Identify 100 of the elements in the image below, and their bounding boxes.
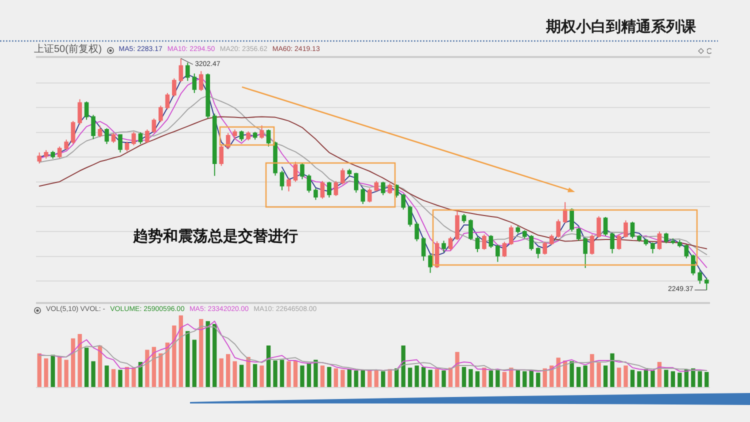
- candlestick: [186, 62, 190, 82]
- candlestick: [374, 180, 379, 192]
- bar: [78, 334, 82, 387]
- bar: [442, 370, 446, 387]
- candlestick: [239, 130, 244, 142]
- bar: [394, 368, 399, 387]
- bar: [84, 348, 89, 387]
- bar: [118, 370, 122, 387]
- candlestick: [192, 73, 197, 94]
- candlestick: [462, 214, 466, 224]
- candlestick: [347, 168, 352, 178]
- bar: [178, 315, 183, 387]
- bar: [610, 353, 614, 387]
- candlestick: [327, 181, 332, 198]
- candlestick: [684, 244, 689, 259]
- candlestick: [576, 227, 581, 242]
- bar: [266, 345, 271, 387]
- bar: [536, 372, 540, 387]
- bar: [199, 319, 204, 387]
- candlestick: [434, 240, 440, 268]
- bar: [293, 360, 298, 387]
- candlestick: [266, 128, 271, 147]
- candlestick: [145, 128, 150, 144]
- bar: [91, 361, 96, 387]
- bar: [186, 331, 190, 387]
- bar: [226, 354, 230, 387]
- bar: [219, 358, 224, 387]
- candlestick: [698, 270, 702, 284]
- candlestick: [516, 226, 520, 234]
- annotation: 趋势和震荡总是交替进行: [132, 227, 298, 245]
- bar: [488, 370, 494, 387]
- candlestick: [657, 231, 662, 250]
- bar: [152, 346, 156, 387]
- bar: [637, 371, 642, 387]
- candlestick: [152, 118, 156, 134]
- bar: [414, 366, 419, 387]
- candlestick: [596, 216, 601, 238]
- bar: [670, 371, 676, 387]
- candlestick: [678, 240, 682, 248]
- bar: [704, 372, 709, 387]
- candlestick: [583, 237, 588, 268]
- bar: [698, 371, 702, 387]
- candlestick: [704, 277, 709, 290]
- candlestick: [124, 141, 130, 152]
- bar: [327, 366, 332, 387]
- bar: [644, 369, 648, 387]
- bar: [421, 366, 426, 387]
- bar: [64, 360, 68, 387]
- candlestick: [637, 234, 642, 242]
- candlestick: [44, 150, 48, 160]
- candlestick: [529, 234, 534, 251]
- bar: [206, 321, 210, 387]
- bar: [111, 369, 116, 387]
- bar: [583, 366, 588, 387]
- bar: [590, 354, 594, 387]
- bar: [368, 370, 372, 387]
- bar: [132, 368, 136, 387]
- bar: [434, 369, 440, 387]
- candlestick: [111, 132, 116, 144]
- candlestick: [300, 162, 304, 180]
- candlestick: [536, 246, 540, 259]
- bar: [58, 356, 62, 387]
- bar: [462, 366, 466, 387]
- bar: [192, 340, 196, 387]
- bar: [570, 361, 574, 387]
- candlestick: [502, 241, 507, 258]
- chart-title: 期权小白到精通系列课: [545, 18, 696, 36]
- bar: [246, 356, 250, 387]
- candlestick: [522, 230, 527, 239]
- bar: [650, 370, 655, 387]
- bar: [334, 368, 338, 387]
- candlestick: [286, 177, 291, 192]
- candlestick: [455, 210, 460, 241]
- candlestick: [252, 131, 258, 140]
- candlestick: [314, 188, 318, 200]
- candlestick: [496, 244, 500, 262]
- candlestick: [380, 181, 386, 196]
- bar: [314, 360, 318, 387]
- candlestick: [165, 92, 170, 110]
- candlestick: [158, 105, 163, 123]
- candlestick: [603, 216, 608, 236]
- candlestick: [64, 139, 68, 151]
- bar: [320, 366, 325, 387]
- candlestick: [428, 253, 432, 274]
- bar: [509, 368, 514, 387]
- bar: [172, 325, 176, 387]
- candlestick: [590, 234, 594, 256]
- candlestick: [132, 131, 136, 146]
- candlestick: [91, 114, 96, 140]
- bar: [678, 372, 682, 387]
- candlestick: [104, 128, 109, 145]
- bar: [475, 371, 480, 387]
- candlestick: [670, 238, 676, 245]
- candlestick: [414, 222, 419, 242]
- candlestick: [212, 113, 217, 176]
- bar: [260, 366, 264, 387]
- bar: [232, 361, 237, 387]
- candlestick: [691, 254, 696, 276]
- candlestick: [280, 170, 284, 191]
- candlestick: [306, 174, 312, 194]
